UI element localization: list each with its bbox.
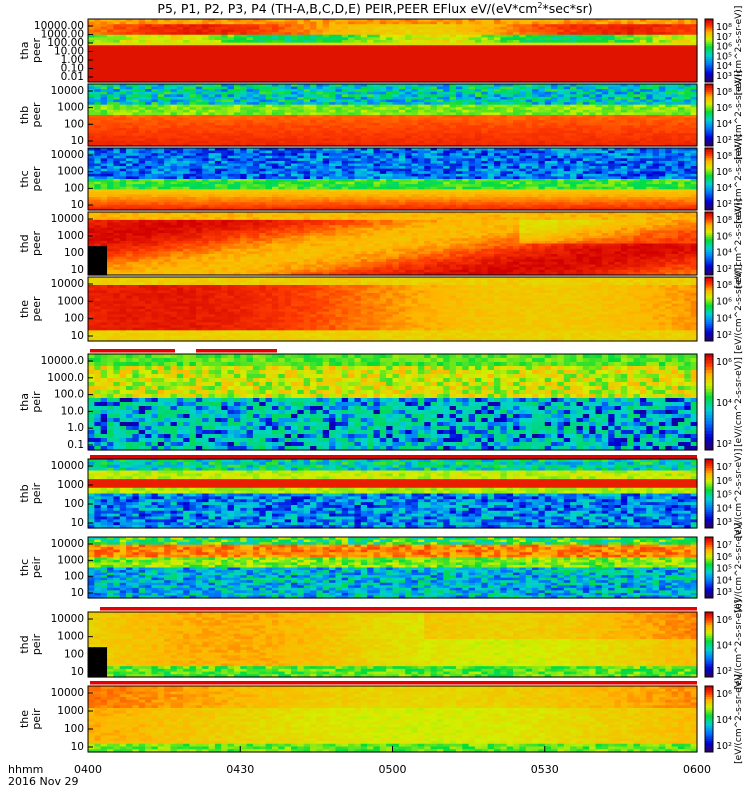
figure-title: P5, P1, P2, P3, P4 (TH-A,B,C,D,E) PEIR,P… (157, 1, 592, 16)
panel-species-label: peer (30, 102, 43, 128)
y-tick-label: 10000 (51, 85, 84, 97)
colorbar-tick-label: 10⁸ (716, 87, 732, 98)
colorbar-tick-label: 10² (716, 135, 732, 146)
colorbar-tick-label: 10³ (716, 71, 732, 82)
panel-species-label: peer (30, 38, 43, 64)
heatmap-cells (88, 148, 698, 211)
panel-thc-peer: 10000100010010thc peer10⁸10⁶10⁴10² [eV/(cm… (18, 134, 744, 224)
heatmap-cells (88, 84, 698, 147)
spectrogram-panels: 10000.001000.00100.0010.001.000.100.01th… (18, 6, 744, 764)
y-tick-label: 0.01 (61, 71, 84, 83)
y-tick-label: 100 (64, 118, 84, 130)
colorbar-tick-label: 10⁴ (716, 119, 732, 130)
y-tick-label: 10 (71, 135, 84, 147)
heatmap-cells (88, 19, 698, 83)
colorbar-tick-label: 10⁶ (716, 103, 732, 114)
panel-tha-peer: 10000.001000.00100.0010.001.000.100.01th… (18, 6, 744, 96)
y-tick-label: 1000 (57, 102, 84, 114)
